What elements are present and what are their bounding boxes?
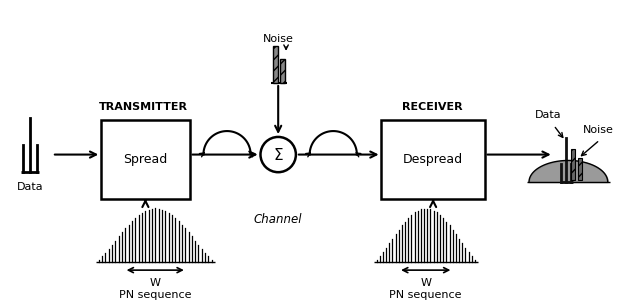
Bar xyxy=(578,159,582,180)
Text: RECEIVER: RECEIVER xyxy=(402,102,463,113)
Text: TRANSMITTER: TRANSMITTER xyxy=(99,102,188,113)
Bar xyxy=(273,46,278,83)
Text: Despread: Despread xyxy=(403,153,463,166)
Text: W: W xyxy=(420,278,431,288)
Text: Noise: Noise xyxy=(262,34,293,44)
Bar xyxy=(280,59,285,83)
Text: Data: Data xyxy=(535,110,562,120)
Text: Spread: Spread xyxy=(123,153,168,166)
Text: W: W xyxy=(150,278,161,288)
Text: PN sequence: PN sequence xyxy=(119,290,191,300)
Bar xyxy=(101,120,189,199)
Bar xyxy=(381,120,485,199)
Text: Channel: Channel xyxy=(254,213,303,226)
Text: Noise: Noise xyxy=(582,125,613,135)
Circle shape xyxy=(261,137,296,172)
Text: PN sequence: PN sequence xyxy=(389,290,462,300)
Text: Data: Data xyxy=(17,182,43,192)
Bar xyxy=(571,149,575,180)
Text: Σ: Σ xyxy=(274,148,283,163)
